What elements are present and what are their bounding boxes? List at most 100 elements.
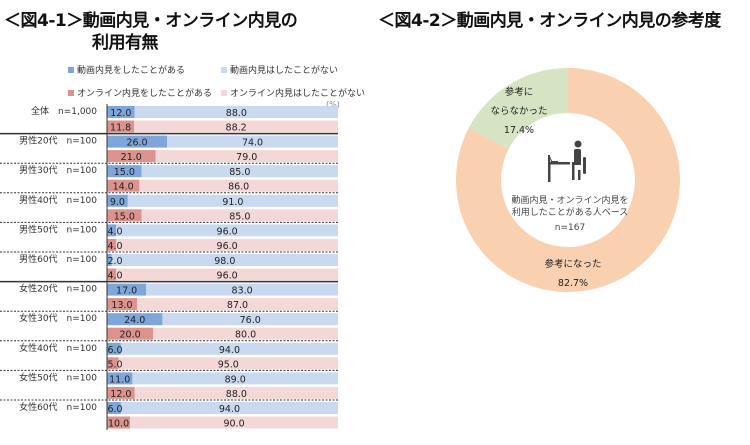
bar-online-yes — [107, 209, 142, 222]
bar-video-no — [120, 402, 338, 414]
legend-online-no: オンライン内見はしたことがない — [221, 86, 365, 99]
data-label: 74.0 — [242, 138, 263, 149]
slice-value: 17.4% — [503, 125, 535, 136]
bar-online-no — [153, 327, 338, 340]
center-line: 利用したことがある人ベース — [511, 208, 629, 218]
donut-slice-not-helpful — [468, 68, 568, 150]
data-label: 90.0 — [223, 419, 244, 430]
data-label: 11.0 — [109, 374, 130, 385]
slice-label-helpful: 参考になった 82.7% — [533, 257, 613, 291]
data-label: 21.0 — [121, 152, 142, 163]
bar-online-yes — [107, 298, 138, 311]
legend-label: オンライン内見をしたことがある — [77, 89, 213, 99]
chart1-title-line1: ＜図4-1＞動画内見・オンライン内見の — [4, 11, 298, 31]
data-label: 95.0 — [218, 359, 239, 370]
legend-swatch — [68, 89, 74, 96]
bar-video-yes — [107, 224, 117, 237]
bar-video-yes — [107, 402, 121, 414]
category-label: 女性30代 n=100 — [19, 312, 97, 324]
data-label: 91.0 — [222, 197, 243, 208]
bar-video-no — [146, 283, 338, 296]
category-label: 男性30代 n=100 — [19, 164, 97, 176]
data-label: 11.8 — [110, 123, 131, 134]
legend-label: 動画内見をしたことがある — [77, 66, 186, 76]
bar-video-no — [132, 372, 338, 385]
slice-label-line: 参考に — [504, 87, 534, 98]
data-label: 94.0 — [219, 345, 240, 356]
bar-video-yes — [107, 372, 133, 385]
data-label: 4.0 — [107, 241, 122, 252]
data-label: 14.0 — [113, 182, 134, 193]
data-label: 98.0 — [214, 256, 235, 267]
slice-value: 82.7% — [557, 278, 589, 289]
data-label: 96.0 — [217, 226, 238, 237]
bar-video-yes — [107, 342, 121, 355]
category-label: 男性60代 n=100 — [19, 253, 97, 265]
data-label: 87.0 — [227, 300, 248, 311]
chart1-title: ＜図4-1＞動画内見・オンライン内見の 利用有無 — [4, 10, 298, 54]
center-n: n=167 — [554, 223, 586, 233]
bar-online-yes — [107, 179, 140, 192]
data-label: 80.0 — [235, 330, 256, 341]
data-label: 96.0 — [217, 271, 238, 282]
slice-label-line: 参考になった — [544, 259, 602, 270]
bar-video-no — [111, 254, 339, 266]
slice-label-not-helpful: 参考に ならなかった 17.4% — [484, 85, 554, 138]
person-at-desk-icon — [548, 140, 586, 182]
data-label: 4.0 — [107, 226, 122, 237]
bar-online-yes — [107, 268, 117, 281]
center-line: 動画内見・オンライン内見を — [511, 196, 629, 206]
bar-online-no — [130, 416, 338, 429]
bar-online-yes — [107, 150, 156, 163]
bar-video-no — [116, 224, 339, 237]
bar-video-no — [127, 194, 338, 207]
data-label: 89.0 — [225, 374, 246, 385]
category-label: 女性40代 n=100 — [19, 342, 97, 354]
data-label: 85.0 — [229, 211, 250, 222]
bar-video-yes — [107, 313, 163, 326]
data-label: 4.0 — [107, 271, 122, 282]
chart1-title-line2: 利用有無 — [92, 33, 159, 53]
bar-video-yes — [107, 106, 135, 118]
data-label: 9.0 — [110, 197, 125, 208]
bar-online-no — [116, 268, 339, 281]
legend-swatch — [221, 66, 227, 73]
data-label: 17.0 — [116, 286, 137, 297]
bar-online-yes — [107, 416, 131, 429]
bar-online-yes — [107, 327, 154, 340]
data-label: 13.0 — [111, 300, 132, 311]
data-label: 26.0 — [126, 138, 147, 149]
data-label: 12.0 — [110, 389, 131, 400]
bar-video-yes — [107, 135, 168, 148]
bar-video-no — [162, 313, 338, 326]
data-label: 15.0 — [114, 167, 135, 178]
bar-video-yes — [107, 194, 128, 207]
bar-video-no — [134, 106, 338, 118]
legend-label: オンライン内見はしたことがない — [230, 89, 366, 99]
bar-online-yes — [107, 238, 117, 251]
data-label: 83.0 — [232, 286, 253, 297]
bar-video-yes — [107, 283, 147, 296]
bar-video-no — [120, 342, 338, 355]
bar-video-no — [167, 135, 338, 148]
category-label: 男性40代 n=100 — [19, 194, 97, 206]
data-label: 94.0 — [219, 404, 240, 415]
category-label: 全体 n=1,000 — [31, 105, 97, 117]
category-label: 女性20代 n=100 — [19, 283, 97, 295]
bar-online-no — [155, 150, 338, 163]
unit-label: (%) — [326, 100, 340, 109]
bar-online-no — [141, 209, 338, 222]
data-label: 20.0 — [120, 330, 141, 341]
data-label: 6.0 — [107, 345, 122, 356]
data-label: 79.0 — [236, 152, 257, 163]
data-label: 2.0 — [107, 256, 122, 267]
legend-online-yes: オンライン内見をしたことがある — [68, 86, 212, 99]
data-label: 85.0 — [229, 167, 250, 178]
data-label: 88.2 — [226, 123, 247, 134]
category-label: 女性50代 n=100 — [19, 371, 97, 383]
data-label: 15.0 — [114, 211, 135, 222]
legend-label: 動画内見はしたことがない — [230, 66, 339, 76]
legend-swatch — [221, 89, 227, 96]
category-label: 男性20代 n=100 — [19, 135, 97, 147]
legend-video-yes: 動画内見をしたことがある — [68, 63, 185, 76]
